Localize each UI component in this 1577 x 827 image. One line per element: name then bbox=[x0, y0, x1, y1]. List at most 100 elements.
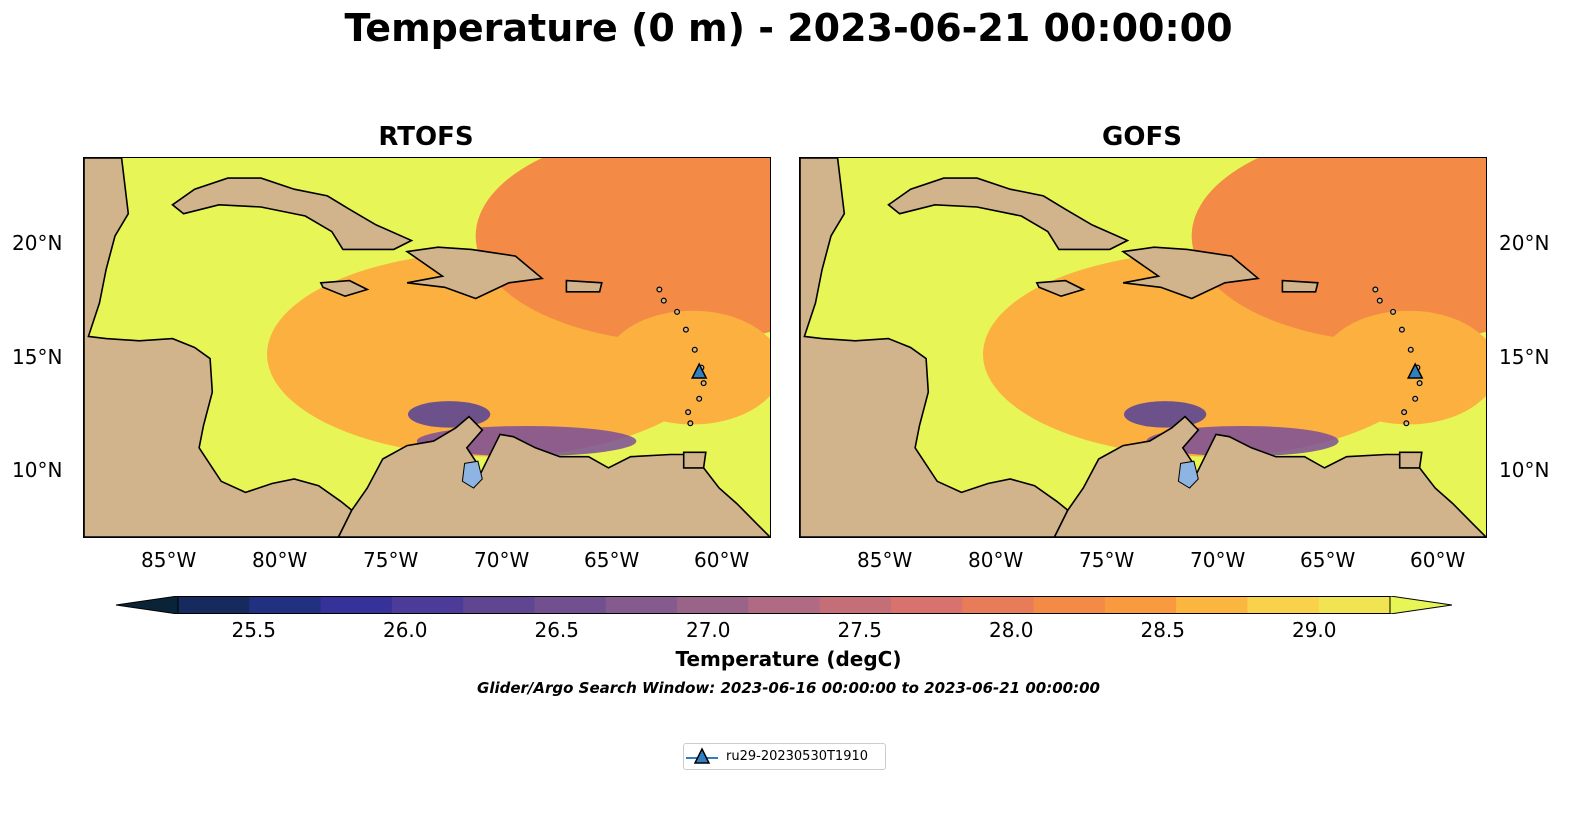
colorbar-segment bbox=[605, 596, 678, 614]
hot-northeast-field bbox=[1191, 158, 1486, 343]
colorbar-extend-high bbox=[1389, 596, 1452, 614]
island-land bbox=[1398, 326, 1405, 333]
rtofs-map-canvas bbox=[84, 158, 770, 537]
hot-northeast-field bbox=[475, 158, 770, 343]
island-land bbox=[656, 286, 663, 293]
trinidad-land bbox=[1398, 451, 1423, 469]
glider-marker bbox=[1406, 362, 1424, 379]
jamaica-land bbox=[319, 279, 370, 298]
puerto-rico-land bbox=[565, 279, 603, 293]
rtofs-lon-tick: 75°W bbox=[363, 548, 419, 572]
gofs-map bbox=[799, 157, 1487, 538]
colorbar-segment bbox=[677, 596, 749, 614]
colorbar-segment bbox=[1176, 596, 1249, 614]
rtofs-lon-tick: 60°W bbox=[694, 548, 750, 572]
colorbar-segment bbox=[962, 596, 1035, 614]
warm-east-field bbox=[1319, 310, 1486, 425]
colorbar bbox=[116, 596, 1452, 614]
colorbar-segment bbox=[1318, 596, 1391, 614]
lat-tick-left: 20°N bbox=[12, 231, 63, 255]
island-land bbox=[1403, 420, 1410, 427]
colorbar-tick-label: 26.5 bbox=[534, 618, 580, 642]
central-america-land bbox=[84, 158, 353, 537]
colorbar-segment bbox=[890, 596, 963, 614]
colorbar-tick-label: 27.0 bbox=[685, 618, 731, 642]
south-america-land bbox=[337, 415, 770, 537]
island-land bbox=[1412, 395, 1419, 402]
lat-tick-left: 10°N bbox=[12, 458, 63, 482]
colorbar-segment bbox=[391, 596, 464, 614]
island-land bbox=[696, 395, 703, 402]
colorbar-segment bbox=[1104, 596, 1177, 614]
gofs-lon-tick: 75°W bbox=[1079, 548, 1135, 572]
gofs-map-canvas bbox=[800, 158, 1486, 537]
upwelling-core-field bbox=[1123, 401, 1207, 428]
colorbar-tick-label: 25.5 bbox=[231, 618, 277, 642]
island-land bbox=[682, 326, 689, 333]
glider-marker bbox=[690, 362, 708, 379]
rtofs-lon-tick: 85°W bbox=[141, 548, 197, 572]
colorbar-tick-label: 29.0 bbox=[1291, 618, 1337, 642]
island-land bbox=[685, 409, 692, 416]
lat-tick-left: 15°N bbox=[12, 345, 63, 369]
island-land bbox=[687, 420, 694, 427]
trinidad-land bbox=[682, 451, 707, 469]
upwelling-core-field bbox=[407, 401, 491, 428]
legend: ru29-20230530T1910 bbox=[683, 743, 886, 770]
rtofs-lon-tick: 70°W bbox=[474, 548, 530, 572]
cuba-land bbox=[171, 177, 414, 251]
colorbar-segment bbox=[1247, 596, 1320, 614]
colorbar-extend-low bbox=[116, 596, 179, 614]
gofs-lon-tick: 70°W bbox=[1190, 548, 1246, 572]
colorbar-segment bbox=[249, 596, 322, 614]
gofs-lon-tick: 60°W bbox=[1410, 548, 1466, 572]
lat-tick-right: 15°N bbox=[1499, 345, 1550, 369]
hispaniola-land bbox=[1120, 246, 1261, 300]
hispaniola-land bbox=[404, 246, 545, 300]
colorbar-segment bbox=[819, 596, 892, 614]
island-land bbox=[1401, 409, 1408, 416]
colorbar-segment bbox=[534, 596, 607, 614]
central-america-land bbox=[800, 158, 1069, 537]
colorbar-tick-label: 28.5 bbox=[1140, 618, 1186, 642]
gofs-lon-tick: 80°W bbox=[968, 548, 1024, 572]
maracaibo-lake bbox=[461, 460, 483, 489]
cuba-land bbox=[887, 177, 1130, 251]
island-land bbox=[1407, 346, 1414, 353]
island-land bbox=[660, 297, 667, 304]
colorbar-outline bbox=[177, 596, 1391, 614]
colorbar-segment bbox=[748, 596, 821, 614]
colorbar-tick-label: 28.0 bbox=[988, 618, 1034, 642]
search-window-note: Glider/Argo Search Window: 2023-06-16 00… bbox=[477, 679, 1100, 697]
lat-tick-right: 10°N bbox=[1499, 458, 1550, 482]
glider-legend-icon bbox=[686, 746, 718, 764]
colorbar-tick-label: 27.5 bbox=[837, 618, 883, 642]
colorbar-segment bbox=[463, 596, 536, 614]
island-land bbox=[700, 380, 707, 387]
colorbar-segment bbox=[1033, 596, 1106, 614]
warm-east-field bbox=[603, 310, 770, 425]
island-land bbox=[691, 346, 698, 353]
island-land bbox=[1416, 380, 1423, 387]
island-land bbox=[1390, 308, 1397, 315]
gofs-lon-tick: 65°W bbox=[1300, 548, 1356, 572]
south-america-land bbox=[1053, 415, 1486, 537]
legend-label: ru29-20230530T1910 bbox=[726, 749, 869, 764]
rtofs-map bbox=[83, 157, 771, 538]
maracaibo-lake bbox=[1177, 460, 1199, 489]
colorbar-title: Temperature (degC) bbox=[675, 647, 902, 671]
colorbar-segment bbox=[178, 596, 250, 614]
colorbar-segment bbox=[320, 596, 393, 614]
island-land bbox=[1376, 297, 1383, 304]
colorbar-tick-label: 26.0 bbox=[382, 618, 428, 642]
lat-tick-right: 20°N bbox=[1499, 231, 1550, 255]
jamaica-land bbox=[1035, 279, 1086, 298]
rtofs-lon-tick: 65°W bbox=[584, 548, 640, 572]
figure-title: Temperature (0 m) - 2023-06-21 00:00:00 bbox=[344, 6, 1233, 50]
island-land bbox=[1372, 286, 1379, 293]
puerto-rico-land bbox=[1281, 279, 1319, 293]
panel-title-rtofs: RTOFS bbox=[378, 122, 474, 152]
gofs-lon-tick: 85°W bbox=[857, 548, 913, 572]
panel-title-gofs: GOFS bbox=[1102, 122, 1182, 152]
island-land bbox=[674, 308, 681, 315]
